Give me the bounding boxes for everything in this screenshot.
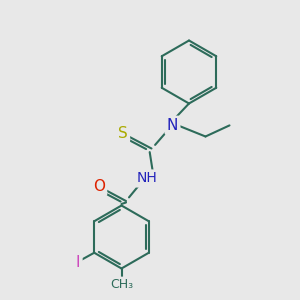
Text: NH: NH	[136, 172, 158, 185]
Text: CH₃: CH₃	[110, 278, 133, 292]
Text: S: S	[118, 126, 128, 141]
Text: N: N	[167, 118, 178, 133]
Text: I: I	[76, 254, 80, 269]
Text: O: O	[93, 179, 105, 194]
